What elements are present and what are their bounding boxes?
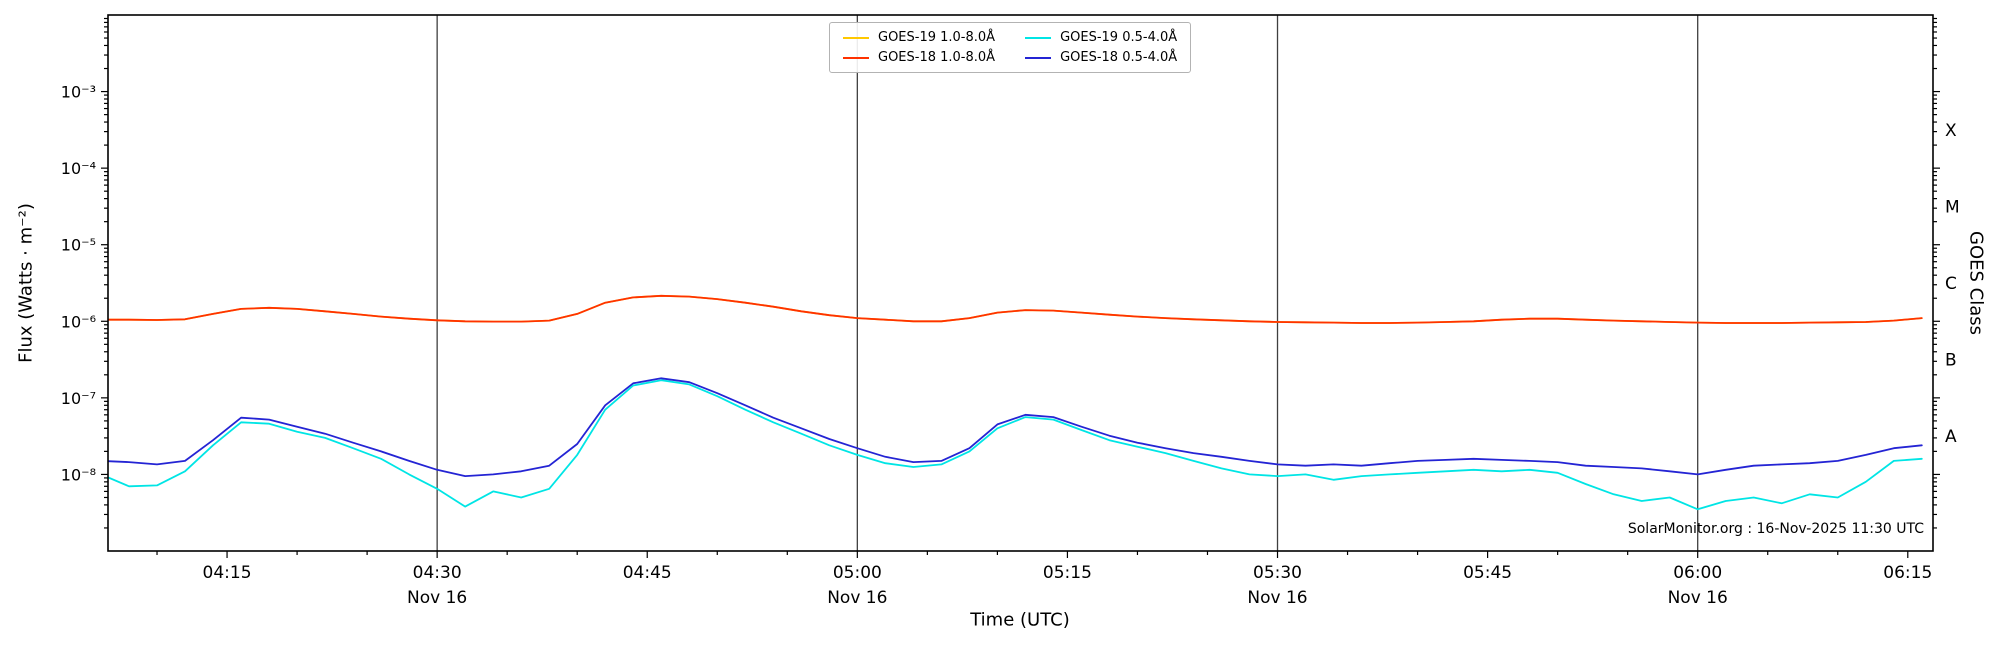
x-axis-title: Time (UTC) — [970, 609, 1070, 631]
vertical-gridlines — [436, 15, 1699, 551]
x-tick-label: 04:45 — [623, 563, 672, 583]
x-day-label: Nov 16 — [1247, 588, 1307, 608]
legend-label: GOES-18 1.0-8.0Å — [878, 50, 996, 65]
x-tick-label: 04:15 — [203, 563, 252, 583]
legend-item: GOES-18 1.0-8.0Å — [843, 50, 995, 65]
x-day-label: Nov 16 — [1668, 588, 1728, 608]
x-day-label: Nov 16 — [827, 588, 887, 608]
x-tick-label: 05:15 — [1043, 563, 1092, 583]
goes-class-label: B — [1945, 351, 1957, 371]
source-annotation: SolarMonitor.org : 16-Nov-2025 11:30 UTC — [1627, 521, 1924, 537]
goes-class-label: M — [1945, 197, 1960, 217]
legend-line-swatch — [1025, 56, 1052, 59]
series-line-goes-18-0-5-4-0- — [108, 377, 1923, 477]
right-axis-title: GOES Class — [1965, 231, 1987, 335]
goes-class-label: C — [1945, 274, 1957, 294]
x-tick-label: 05:00 — [833, 563, 882, 583]
y-tick-label: 10⁻⁷ — [61, 389, 96, 408]
series-line-goes-19-0-5-4-0- — [108, 379, 1923, 511]
legend-line-swatch — [1025, 36, 1052, 39]
y-tick-label: 10⁻⁸ — [61, 465, 96, 484]
legend-label: GOES-19 0.5-4.0Å — [1060, 30, 1178, 45]
legend: GOES-19 1.0-8.0Å GOES-19 0.5-4.0Å GOES-18 … — [829, 22, 1192, 73]
x-tick-label: 05:30 — [1253, 563, 1302, 583]
legend-label: GOES-18 0.5-4.0Å — [1060, 50, 1178, 65]
x-tick-label: 05:45 — [1463, 563, 1512, 583]
axis-ticks — [101, 17, 1940, 558]
legend-item: GOES-19 0.5-4.0Å — [1025, 30, 1177, 45]
x-tick-label: 06:15 — [1883, 563, 1932, 583]
legend-item: GOES-18 0.5-4.0Å — [1025, 50, 1177, 65]
legend-line-swatch — [843, 36, 869, 39]
x-tick-label: 06:00 — [1673, 563, 1722, 583]
series-lines — [108, 294, 1923, 511]
y-tick-label: 10⁻⁴ — [61, 159, 96, 178]
x-day-label: Nov 16 — [407, 588, 467, 608]
legend-line-swatch — [843, 56, 869, 59]
y-tick-label: 10⁻⁶ — [61, 312, 96, 331]
x-tick-label: 04:30 — [413, 563, 462, 583]
goes-class-label: X — [1945, 121, 1957, 141]
series-line-goes-18-1-0-8-0- — [108, 294, 1923, 324]
y-axis-title: Flux (Watts · m⁻²) — [15, 203, 37, 363]
y-tick-label: 10⁻³ — [61, 83, 96, 102]
legend-label: GOES-19 1.0-8.0Å — [878, 30, 996, 45]
series-line-goes-19-1-0-8-0- — [108, 294, 1923, 324]
legend-item: GOES-19 1.0-8.0Å — [843, 30, 995, 45]
goes-class-label: A — [1945, 427, 1957, 447]
plot-border — [107, 14, 1934, 552]
axis-tick-labels: 04:15 04:30 04:45 05:00 05:15 05:30 05:45 06:00… — [61, 83, 1960, 608]
y-tick-label: 10⁻⁵ — [61, 236, 96, 255]
